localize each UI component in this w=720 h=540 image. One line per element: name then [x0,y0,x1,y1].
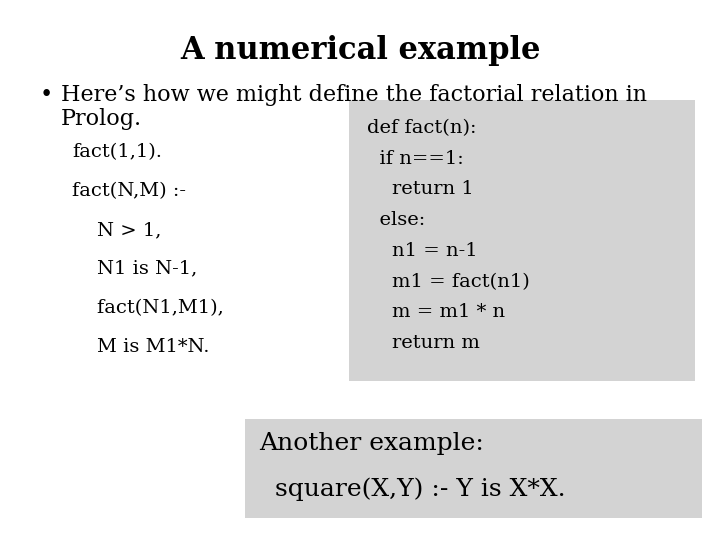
Text: if n==1:: if n==1: [367,150,464,167]
Text: fact(1,1).: fact(1,1). [72,143,162,161]
Text: fact(N,M) :-: fact(N,M) :- [72,182,186,200]
Text: def fact(n):: def fact(n): [367,119,477,137]
Text: •: • [40,84,53,106]
Text: fact(N1,M1),: fact(N1,M1), [72,299,224,316]
Text: m1 = fact(n1): m1 = fact(n1) [367,273,530,291]
Text: return 1: return 1 [367,180,474,198]
Text: Prolog.: Prolog. [61,108,143,130]
Text: Here’s how we might define the factorial relation in: Here’s how we might define the factorial… [61,84,647,106]
Text: square(X,Y) :- Y is X*X.: square(X,Y) :- Y is X*X. [259,478,566,502]
Text: n1 = n-1: n1 = n-1 [367,242,478,260]
Text: Another example:: Another example: [259,432,484,455]
Text: A numerical example: A numerical example [180,35,540,66]
Text: M is M1*N.: M is M1*N. [72,338,210,355]
Text: else:: else: [367,211,426,229]
Text: N > 1,: N > 1, [72,221,161,239]
Text: N1 is N-1,: N1 is N-1, [72,260,197,278]
Text: return m: return m [367,334,480,352]
Text: m = m1 * n: m = m1 * n [367,303,505,321]
